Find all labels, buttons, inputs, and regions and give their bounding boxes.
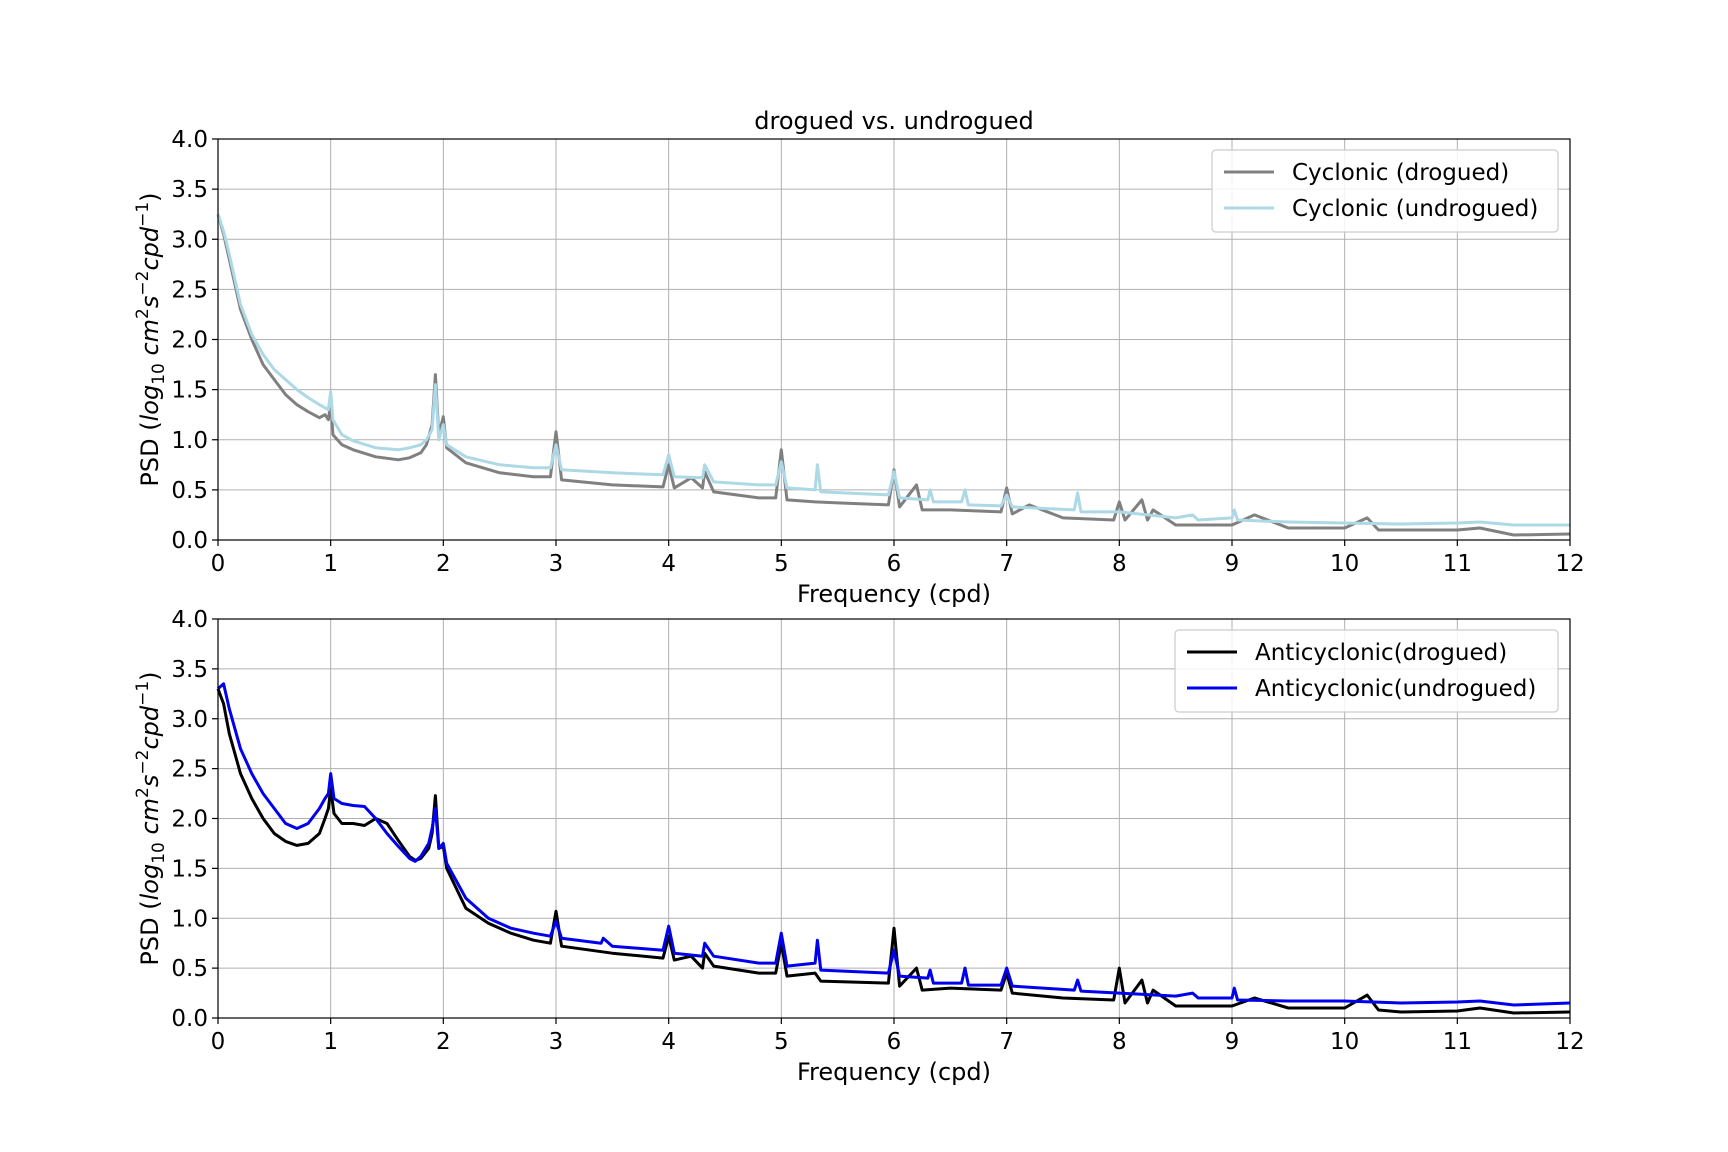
y-tick-label: 0.0 <box>171 1006 208 1032</box>
x-tick-label: 3 <box>549 1029 564 1055</box>
x-tick-label: 7 <box>999 1029 1014 1055</box>
legend-box <box>1174 629 1559 713</box>
x-axis-label: Frequency (cpd) <box>797 580 991 608</box>
y-axis-label: PSD (log10 cm2s−2cpd−1) <box>133 192 169 486</box>
y-tick-label: 2.0 <box>171 807 208 833</box>
x-tick-label: 3 <box>549 551 564 577</box>
y-tick-label: 1.0 <box>171 428 208 454</box>
y-tick-label: 2.5 <box>171 757 208 783</box>
x-tick-label: 2 <box>436 1029 451 1055</box>
y-tick-label: 3.0 <box>171 707 208 733</box>
x-tick-label: 0 <box>211 551 226 577</box>
chart-title: drogued vs. undrogued <box>754 107 1033 135</box>
x-tick-label: 1 <box>323 1029 338 1055</box>
y-tick-label: 0.0 <box>171 528 208 554</box>
legend: Anticyclonic(drogued) Anticyclonic(undrog… <box>1174 629 1559 713</box>
y-tick-label: 3.5 <box>171 657 208 683</box>
x-tick-label: 11 <box>1443 1029 1472 1055</box>
x-axis-label: Frequency (cpd) <box>797 1058 991 1086</box>
x-tick-label: 10 <box>1330 551 1359 577</box>
legend: Cyclonic (drogued) Cyclonic (undrogued) <box>1211 149 1559 233</box>
y-tick-label: 0.5 <box>171 478 208 504</box>
y-tick-label: 0.5 <box>171 956 208 982</box>
x-tick-label: 12 <box>1555 1029 1584 1055</box>
y-tick-label: 1.5 <box>171 856 208 882</box>
x-tick-label: 9 <box>1225 1029 1240 1055</box>
legend-label: Anticyclonic(undrogued) <box>1255 676 1536 702</box>
y-tick-label: 4.0 <box>171 607 208 633</box>
x-tick-label: 5 <box>774 1029 789 1055</box>
x-tick-label: 0 <box>211 1029 226 1055</box>
x-tick-label: 8 <box>1112 1029 1127 1055</box>
x-tick-label: 8 <box>1112 551 1127 577</box>
legend-label: Cyclonic (drogued) <box>1292 160 1509 186</box>
y-tick-label: 2.5 <box>171 277 208 303</box>
series-line-cyclonic-undrogued <box>216 213 1570 527</box>
legend-label: Cyclonic (undrogued) <box>1292 196 1538 222</box>
x-tick-label: 7 <box>999 551 1014 577</box>
x-tick-label: 4 <box>661 551 676 577</box>
x-tick-label: 9 <box>1225 551 1240 577</box>
y-axis-label: PSD (log10 cm2s−2cpd−1) <box>133 671 169 965</box>
x-tick-label: 5 <box>774 551 789 577</box>
y-tick-label: 1.0 <box>171 906 208 932</box>
x-tick-label: 11 <box>1443 551 1472 577</box>
x-tick-label: 12 <box>1555 551 1584 577</box>
legend-box <box>1211 149 1559 233</box>
x-tick-label: 2 <box>436 551 451 577</box>
y-tick-label: 1.5 <box>171 378 208 404</box>
x-tick-label: 6 <box>887 551 902 577</box>
y-tick-label: 3.5 <box>171 177 208 203</box>
y-tick-label: 3.0 <box>171 227 208 253</box>
x-tick-label: 10 <box>1330 1029 1359 1055</box>
top-panel: 0 1 2 3 4 5 6 7 8 9 10 11 120.00.51.01.52.02.53.03.5… <box>133 107 1585 608</box>
y-tick-label: 4.0 <box>171 127 208 153</box>
legend-label: Anticyclonic(drogued) <box>1255 640 1507 666</box>
x-tick-label: 4 <box>661 1029 676 1055</box>
x-tick-label: 1 <box>323 551 338 577</box>
y-tick-label: 2.0 <box>171 328 208 354</box>
bottom-panel: 0 1 2 3 4 5 6 7 8 9 10 11 120.00.51.01.52.02.53.03.5… <box>133 607 1585 1086</box>
series-line-anticyclonic-undrogued <box>217 682 1571 1007</box>
series-line-anticyclonic-drogued <box>216 688 1571 1015</box>
x-tick-label: 6 <box>887 1029 902 1055</box>
